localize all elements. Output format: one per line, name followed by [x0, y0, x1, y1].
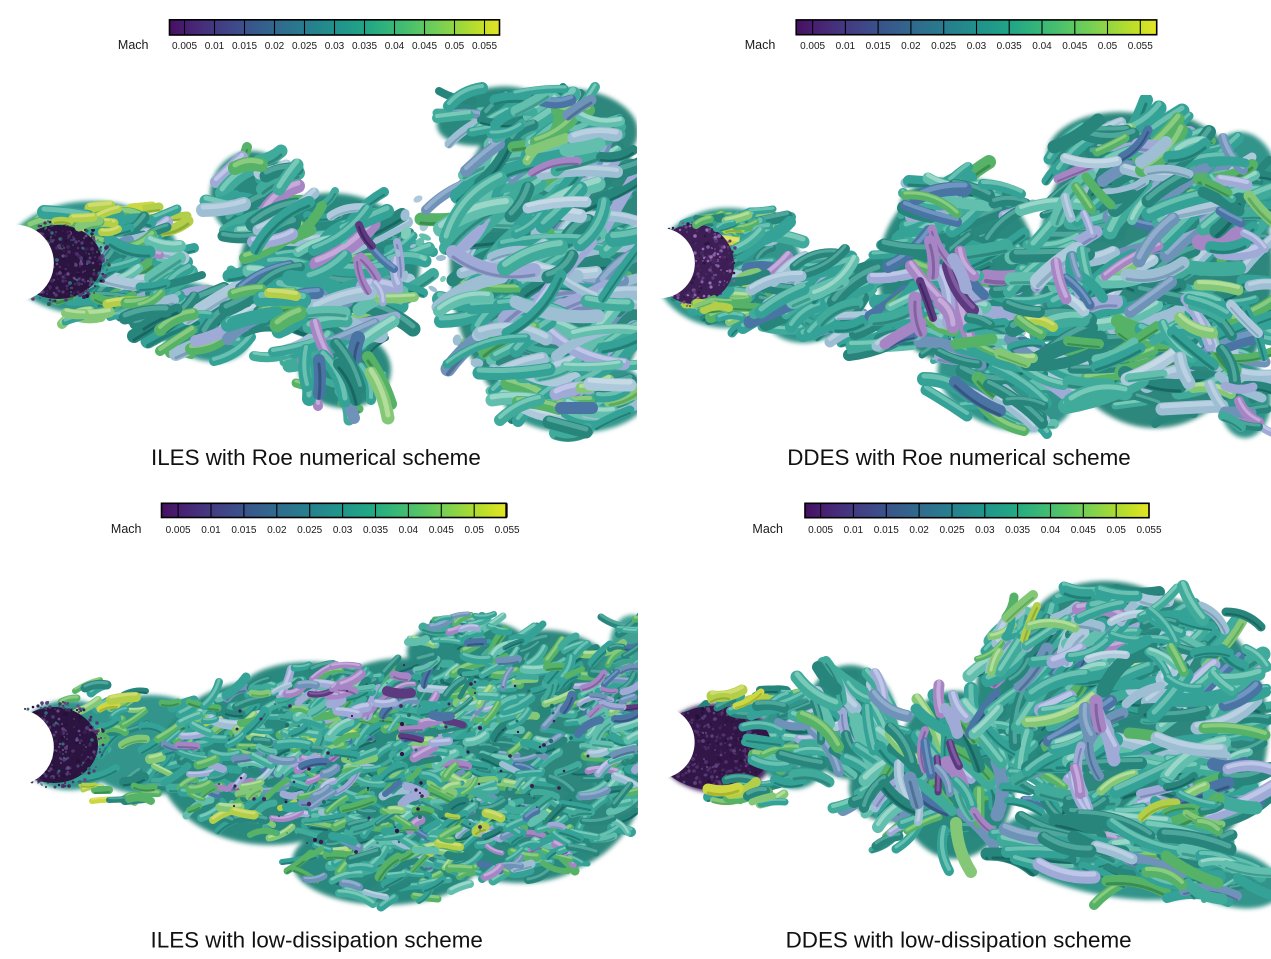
svg-text:ILES with low-dissipation sche: ILES with low-dissipation scheme [151, 928, 483, 953]
svg-text:0.03: 0.03 [975, 525, 995, 536]
svg-text:DDES with Roe numerical scheme: DDES with Roe numerical scheme [787, 445, 1130, 470]
svg-text:0.025: 0.025 [292, 41, 317, 52]
svg-text:Mach: Mach [745, 38, 776, 52]
svg-text:0.055: 0.055 [1136, 525, 1161, 536]
svg-text:0.05: 0.05 [1106, 525, 1126, 536]
svg-text:0.01: 0.01 [844, 525, 864, 536]
svg-text:0.045: 0.045 [1071, 525, 1096, 536]
svg-text:0.035: 0.035 [997, 41, 1022, 52]
svg-text:0.035: 0.035 [363, 525, 388, 536]
svg-text:0.02: 0.02 [267, 525, 287, 536]
svg-text:Mach: Mach [118, 38, 149, 52]
svg-text:0.015: 0.015 [232, 41, 257, 52]
svg-text:0.005: 0.005 [800, 41, 825, 52]
svg-text:0.015: 0.015 [874, 525, 899, 536]
svg-text:0.055: 0.055 [495, 525, 520, 536]
svg-text:0.045: 0.045 [412, 41, 437, 52]
svg-text:0.04: 0.04 [1032, 41, 1052, 52]
svg-text:0.05: 0.05 [445, 41, 465, 52]
svg-text:0.025: 0.025 [931, 41, 956, 52]
svg-text:0.05: 0.05 [1098, 41, 1118, 52]
svg-text:0.015: 0.015 [866, 41, 891, 52]
svg-text:0.005: 0.005 [808, 525, 833, 536]
svg-text:0.01: 0.01 [205, 41, 225, 52]
svg-text:0.01: 0.01 [201, 525, 221, 536]
svg-text:0.04: 0.04 [1041, 525, 1061, 536]
svg-text:0.005: 0.005 [166, 525, 191, 536]
svg-text:0.02: 0.02 [901, 41, 921, 52]
svg-text:0.015: 0.015 [231, 525, 256, 536]
svg-text:0.025: 0.025 [297, 525, 322, 536]
svg-text:0.01: 0.01 [836, 41, 856, 52]
svg-text:0.035: 0.035 [352, 41, 377, 52]
svg-text:0.055: 0.055 [1128, 41, 1153, 52]
svg-text:0.05: 0.05 [464, 525, 484, 536]
svg-text:0.04: 0.04 [399, 525, 419, 536]
svg-text:DDES with low-dissipation sche: DDES with low-dissipation scheme [786, 928, 1132, 953]
svg-text:ILES with Roe numerical scheme: ILES with Roe numerical scheme [151, 445, 481, 470]
svg-text:0.045: 0.045 [429, 525, 454, 536]
svg-text:Mach: Mach [752, 522, 783, 536]
svg-text:0.035: 0.035 [1005, 525, 1030, 536]
svg-text:0.025: 0.025 [939, 525, 964, 536]
svg-text:0.005: 0.005 [172, 41, 197, 52]
svg-text:0.02: 0.02 [909, 525, 929, 536]
svg-text:0.055: 0.055 [472, 41, 497, 52]
svg-text:0.045: 0.045 [1062, 41, 1087, 52]
svg-text:0.04: 0.04 [385, 41, 405, 52]
svg-text:0.03: 0.03 [333, 525, 353, 536]
svg-text:0.03: 0.03 [967, 41, 987, 52]
svg-text:0.02: 0.02 [265, 41, 285, 52]
svg-text:Mach: Mach [111, 522, 142, 536]
svg-text:0.03: 0.03 [325, 41, 345, 52]
